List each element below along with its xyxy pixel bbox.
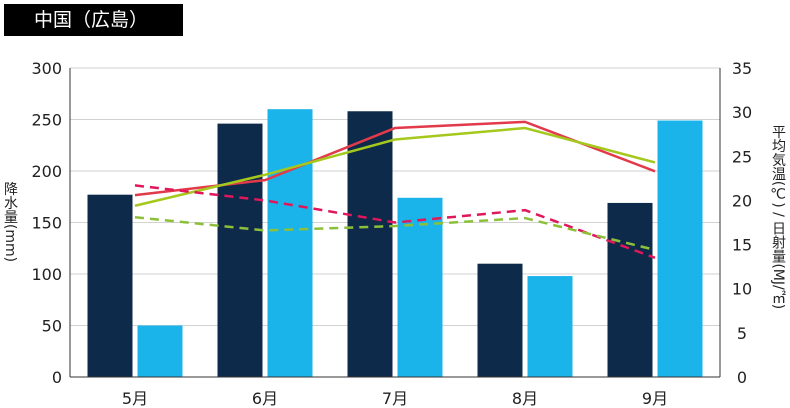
right-axis-ticks: 0 5 10 15 20 25 30 35	[732, 59, 752, 387]
line-series-3	[135, 185, 655, 257]
line-layer	[135, 122, 655, 258]
right-tick-label: 20	[732, 191, 752, 210]
left-axis-title: 降水量(mm)	[2, 182, 18, 262]
line-series-1	[135, 122, 655, 195]
bar-2-5月	[138, 326, 183, 378]
x-tick-label: 8月	[512, 389, 538, 408]
bar-1-9月	[608, 203, 653, 377]
x-tick-label: 9月	[642, 389, 668, 408]
right-tick-label: 5	[737, 324, 747, 343]
x-tick-label: 7月	[382, 389, 408, 408]
bar-2-6月	[268, 109, 313, 377]
bar-2-8月	[528, 276, 573, 377]
x-axis-ticks: 5月 6月 7月 8月 9月	[122, 389, 668, 408]
precipitation-temperature-chart: 0 50 100 150 200 250 300 0 5 10 15 20 25 30 35 5月 6月 7月…	[0, 0, 790, 408]
x-tick-label: 6月	[252, 389, 278, 408]
right-tick-label: 10	[732, 280, 752, 299]
left-tick-label: 50	[42, 317, 62, 336]
x-tick-label: 5月	[122, 389, 148, 408]
right-tick-label: 15	[732, 236, 752, 255]
right-tick-label: 35	[732, 59, 752, 78]
right-tick-label: 0	[737, 368, 747, 387]
left-tick-label: 100	[31, 265, 62, 284]
left-tick-label: 150	[31, 214, 62, 233]
right-tick-label: 30	[732, 103, 752, 122]
left-tick-label: 0	[52, 368, 62, 387]
bar-2-9月	[658, 121, 703, 377]
left-tick-label: 300	[31, 59, 62, 78]
right-axis-title: 平均気温(℃) / 日射量(MJ/㎡)	[770, 125, 786, 309]
left-tick-label: 250	[31, 111, 62, 130]
bar-1-5月	[88, 195, 133, 377]
bar-1-8月	[478, 264, 523, 377]
left-axis-ticks: 0 50 100 150 200 250 300	[31, 59, 62, 387]
right-tick-label: 25	[732, 147, 752, 166]
left-tick-label: 200	[31, 162, 62, 181]
bar-1-6月	[218, 124, 263, 377]
